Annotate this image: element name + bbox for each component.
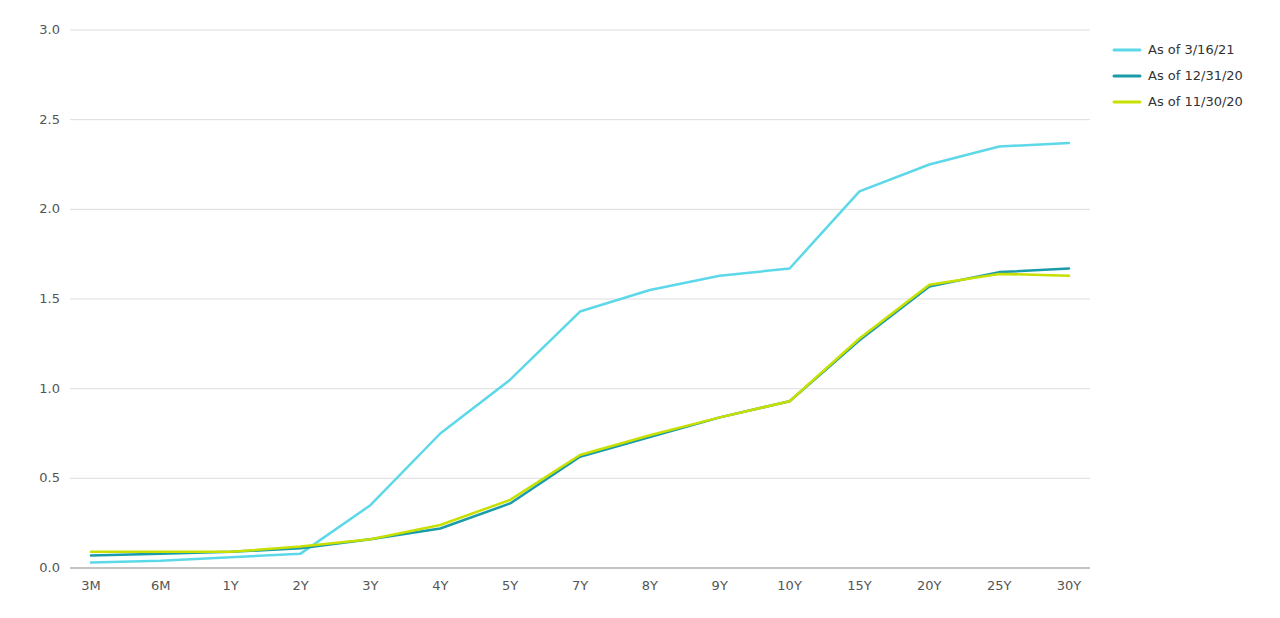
x-tick-label: 3M (81, 578, 101, 593)
grid-line (70, 568, 1090, 569)
x-axis: 3M 6M 1Y 2Y 3Y 4Y 5Y 7Y 8Y 9Y 10Y 15Y 20Y 25Y 30Y (70, 568, 1090, 593)
legend-label: As of 3/16/21 (1148, 42, 1235, 57)
x-tick-label: 15Y (847, 578, 872, 593)
y-tick-label: 2.5 (39, 112, 60, 127)
x-tick-label: 6M (151, 578, 171, 593)
x-tick-label: 10Y (777, 578, 802, 593)
x-axis-line (70, 568, 1090, 569)
y-tick-label: 1.5 (39, 291, 60, 306)
y-tick-label: 0.5 (39, 470, 60, 485)
x-tick-label: 3Y (362, 578, 378, 593)
legend-label: As of 12/31/20 (1148, 68, 1243, 83)
y-axis: 0.0 0.5 1.0 1.5 2.0 2.5 3.0 (39, 22, 1090, 575)
x-tick-label: 5Y (502, 578, 518, 593)
x-tick-label: 30Y (1057, 578, 1082, 593)
x-tick-label: 9Y (712, 578, 728, 593)
x-tick-label: 25Y (987, 578, 1012, 593)
grid-line (70, 478, 1090, 479)
y-tick-label: 0.0 (39, 560, 60, 575)
series-line (91, 143, 1069, 563)
x-tick-label: 4Y (432, 578, 448, 593)
grid-line (70, 209, 1090, 210)
legend-swatch (1114, 101, 1140, 104)
series-line (91, 269, 1069, 556)
grid-line (70, 299, 1090, 300)
x-tick-label: 1Y (223, 578, 239, 593)
series-line (91, 274, 1069, 552)
chart-container: 0.0 0.5 1.0 1.5 2.0 2.5 3.0 3M 6M 1Y 2Y 3Y 4Y 5Y 7Y 8Y 9… (0, 0, 1280, 618)
x-tick-label: 8Y (642, 578, 658, 593)
y-tick-label: 3.0 (39, 22, 60, 37)
y-tick-label: 2.0 (39, 201, 60, 216)
legend-label: As of 11/30/20 (1148, 94, 1243, 109)
plot-area (91, 143, 1069, 563)
x-tick-label: 7Y (572, 578, 588, 593)
grid-line (70, 30, 1090, 31)
legend: As of 3/16/21 As of 12/31/20 As of 11/30/2… (1114, 42, 1243, 109)
legend-swatch (1114, 49, 1140, 52)
x-tick-label: 20Y (917, 578, 942, 593)
y-tick-label: 1.0 (39, 381, 60, 396)
x-tick-label: 2Y (292, 578, 308, 593)
chart: 0.0 0.5 1.0 1.5 2.0 2.5 3.0 3M 6M 1Y 2Y 3Y 4Y 5Y 7Y 8Y 9… (0, 0, 1280, 618)
grid-line (70, 119, 1090, 120)
legend-swatch (1114, 75, 1140, 78)
grid-line (70, 388, 1090, 389)
